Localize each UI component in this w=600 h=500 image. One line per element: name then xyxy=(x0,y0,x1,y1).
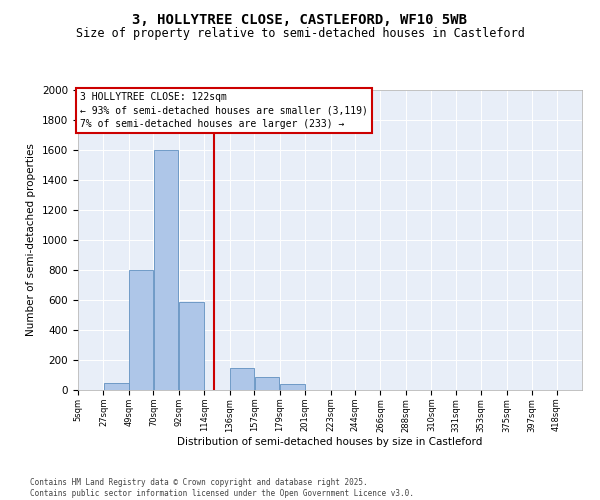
Bar xyxy=(230,368,254,390)
Text: 3, HOLLYTREE CLOSE, CASTLEFORD, WF10 5WB: 3, HOLLYTREE CLOSE, CASTLEFORD, WF10 5WB xyxy=(133,12,467,26)
Bar xyxy=(254,376,279,390)
Bar xyxy=(104,382,128,390)
Text: Size of property relative to semi-detached houses in Castleford: Size of property relative to semi-detach… xyxy=(76,28,524,40)
Y-axis label: Number of semi-detached properties: Number of semi-detached properties xyxy=(26,144,37,336)
Bar xyxy=(179,302,204,390)
X-axis label: Distribution of semi-detached houses by size in Castleford: Distribution of semi-detached houses by … xyxy=(178,437,482,447)
Bar xyxy=(154,150,178,390)
Text: Contains HM Land Registry data © Crown copyright and database right 2025.
Contai: Contains HM Land Registry data © Crown c… xyxy=(30,478,414,498)
Bar xyxy=(280,384,305,390)
Text: 3 HOLLYTREE CLOSE: 122sqm
← 93% of semi-detached houses are smaller (3,119)
7% o: 3 HOLLYTREE CLOSE: 122sqm ← 93% of semi-… xyxy=(80,92,368,128)
Bar xyxy=(130,270,153,390)
